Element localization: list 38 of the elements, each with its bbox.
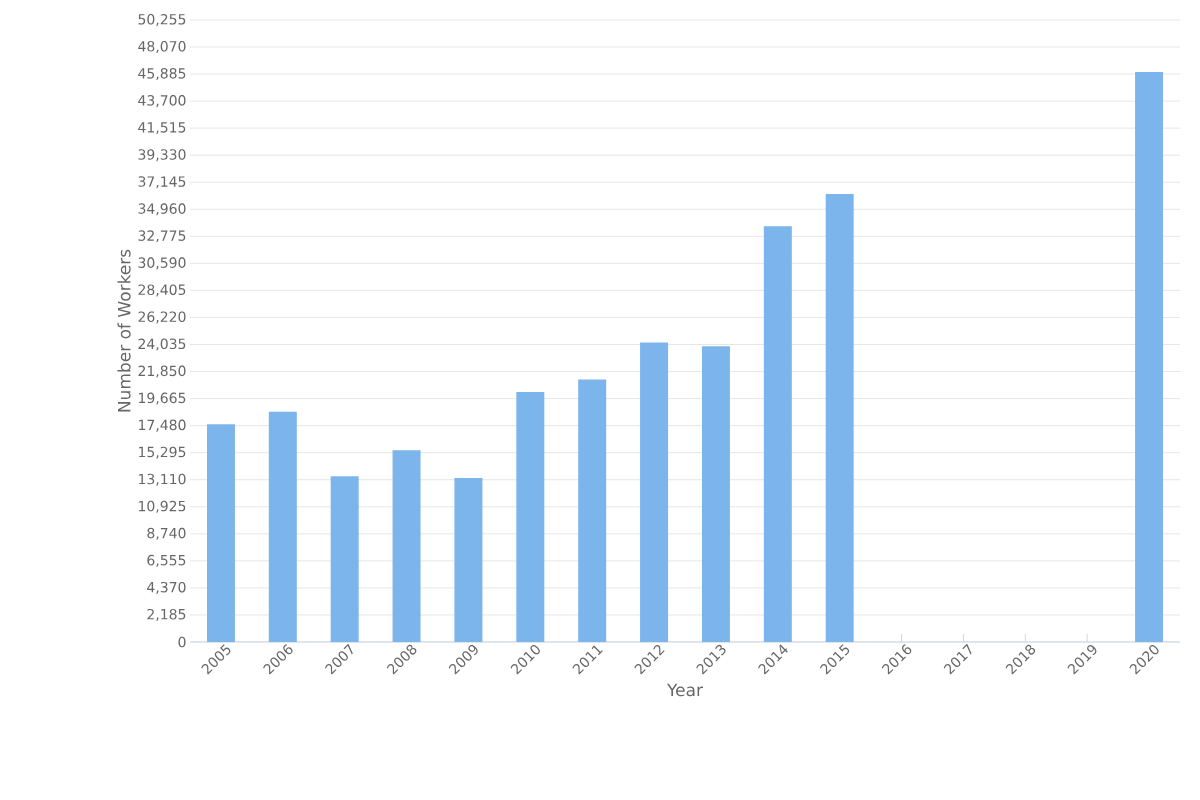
y-tick-label: 26,220 bbox=[138, 311, 186, 324]
bar bbox=[701, 346, 730, 642]
y-tick-label: 24,035 bbox=[138, 338, 186, 351]
y-tick-label: 2,185 bbox=[147, 608, 186, 621]
y-tick-label: 34,960 bbox=[138, 203, 186, 216]
y-tick-label: 28,405 bbox=[138, 284, 186, 297]
y-tick-label: 17,480 bbox=[139, 419, 186, 432]
y-tick-label: 50,255 bbox=[138, 13, 186, 26]
y-tick-label: 0 bbox=[178, 636, 186, 648]
y-tick-label: 13,110 bbox=[139, 473, 186, 486]
y-tick-label: 6,555 bbox=[147, 554, 186, 567]
y-tick-label: 4,370 bbox=[147, 581, 186, 594]
y-tick-label: 48,070 bbox=[138, 41, 186, 54]
y-axis-title: Number of Workers bbox=[117, 249, 131, 412]
y-tick-label: 10,925 bbox=[139, 500, 186, 513]
y-tick-label: 39,330 bbox=[138, 149, 186, 162]
bar bbox=[640, 342, 669, 642]
y-tick-label: 21,850 bbox=[138, 365, 186, 378]
y-tick-label: 32,775 bbox=[138, 230, 186, 243]
bar bbox=[206, 424, 235, 642]
bar bbox=[825, 193, 854, 642]
x-axis-title: Year bbox=[666, 683, 704, 697]
y-tick-label: 41,515 bbox=[138, 122, 186, 135]
y-tick-label: 19,665 bbox=[139, 392, 186, 405]
y-tick-label: 37,145 bbox=[138, 176, 186, 189]
bar bbox=[763, 226, 792, 642]
bar bbox=[454, 478, 483, 642]
y-tick-label: 43,700 bbox=[138, 95, 186, 108]
bar bbox=[268, 411, 297, 642]
y-tick-label: 30,590 bbox=[138, 257, 186, 270]
y-tick-label: 8,740 bbox=[147, 527, 186, 540]
bar bbox=[392, 450, 421, 642]
y-tick-label: 45,885 bbox=[138, 68, 186, 81]
bar bbox=[578, 379, 607, 642]
bar bbox=[330, 476, 359, 642]
bar bbox=[1135, 72, 1164, 642]
y-tick-label: 15,295 bbox=[139, 446, 186, 459]
bar bbox=[516, 391, 545, 642]
